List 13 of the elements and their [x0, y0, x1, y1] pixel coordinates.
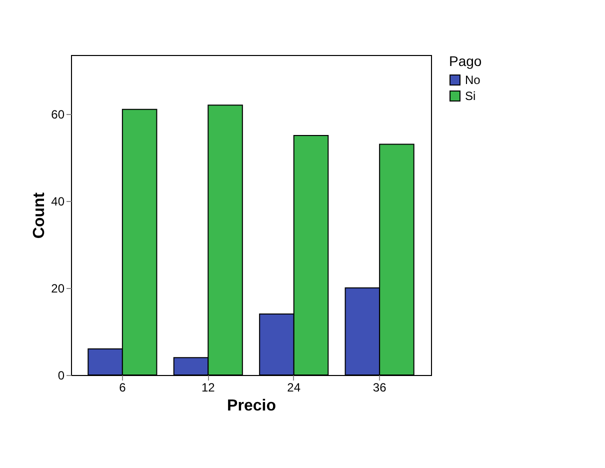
legend-label: Si [465, 89, 476, 103]
x-tick-label: 36 [372, 380, 387, 394]
legend-label: No [465, 73, 481, 87]
x-tick-label: 6 [119, 380, 126, 394]
x-tick-label: 24 [287, 380, 301, 394]
x-tick-label: 12 [201, 380, 216, 394]
y-axis-title: Count [31, 192, 48, 239]
y-tick-label: 0 [58, 368, 65, 382]
y-tick-label: 60 [51, 107, 65, 122]
x-axis-title: Precio [227, 398, 276, 414]
y-tick-label: 40 [51, 194, 65, 208]
y-tick-label: 20 [51, 281, 65, 296]
legend-title: Pago [449, 53, 482, 69]
